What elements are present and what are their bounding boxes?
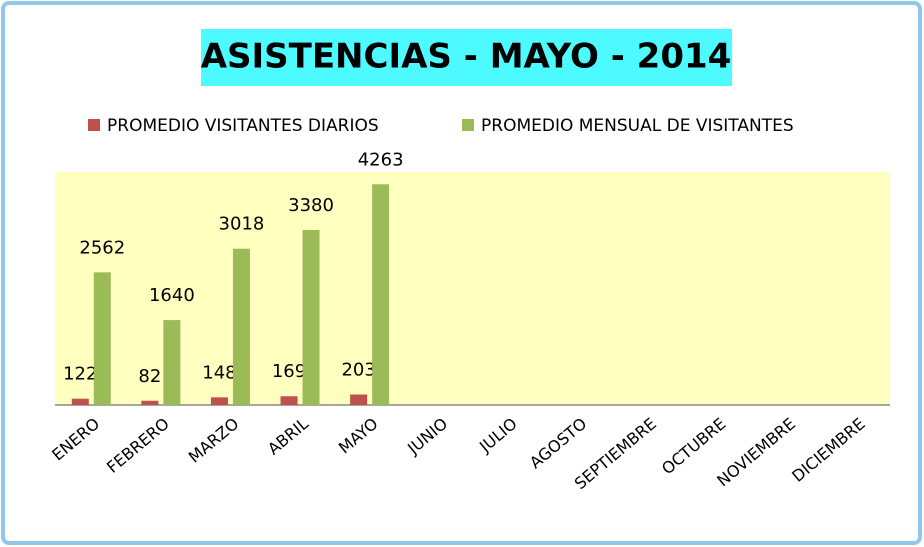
plot-area (55, 172, 890, 405)
bar (232, 248, 250, 405)
bar (350, 394, 368, 405)
legend-label: PROMEDIO MENSUAL DE VISITANTES (481, 116, 794, 136)
value-label: 2562 (79, 237, 125, 258)
bar (71, 398, 89, 405)
bar (141, 400, 159, 405)
bar (210, 397, 228, 405)
value-label: 122 (63, 364, 97, 385)
value-label: 3018 (219, 214, 265, 235)
legend-label: PROMEDIO VISITANTES DIARIOS (107, 116, 379, 136)
bar (163, 320, 181, 405)
value-label: 3380 (288, 195, 334, 216)
value-label: 148 (202, 362, 236, 383)
value-label: 82 (138, 366, 161, 387)
chart-title: ASISTENCIAS - MAYO - 2014 (201, 37, 732, 77)
legend-swatch (462, 119, 474, 131)
value-label: 4263 (358, 149, 404, 170)
bar (93, 272, 111, 405)
legend-swatch (88, 119, 100, 131)
bar (372, 184, 390, 405)
value-label: 203 (341, 359, 375, 380)
bar (302, 229, 320, 405)
title-box (201, 29, 732, 86)
bar (280, 396, 298, 405)
value-label: 1640 (149, 285, 195, 306)
value-label: 169 (272, 361, 306, 382)
